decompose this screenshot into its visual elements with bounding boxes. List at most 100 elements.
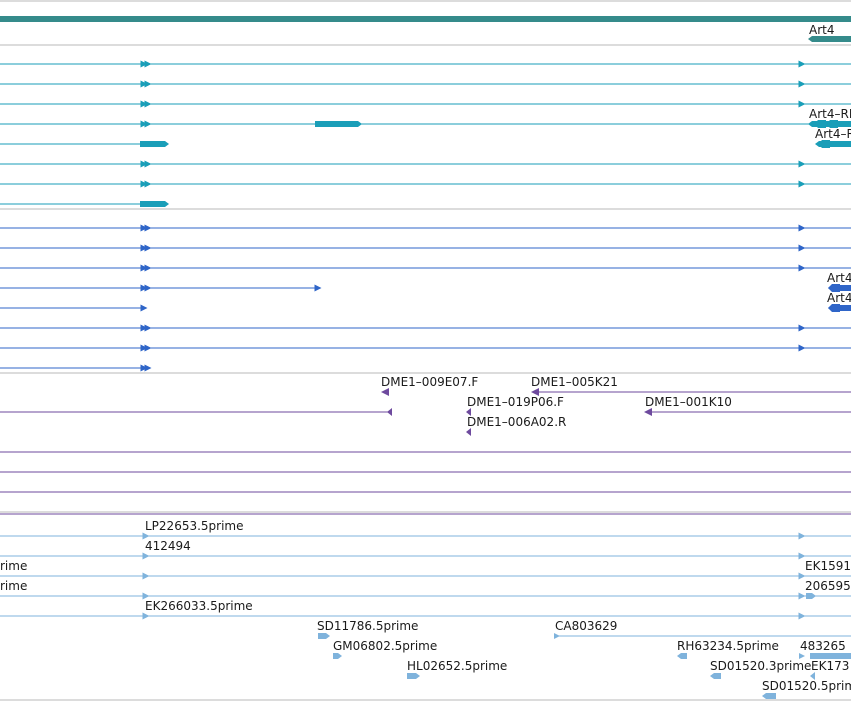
est-label-sd01520-3[interactable]: SD01520.3prime bbox=[710, 659, 812, 673]
exon-block[interactable] bbox=[828, 284, 840, 292]
gene-model-bar[interactable] bbox=[0, 16, 851, 22]
exon-arrow bbox=[144, 60, 152, 68]
exon-arrow bbox=[144, 364, 152, 372]
exon-block[interactable] bbox=[140, 141, 169, 147]
exon-block[interactable] bbox=[828, 304, 840, 312]
clone-label-dme1-009e07[interactable]: DME1–009E07.F bbox=[381, 375, 479, 389]
exon-arrow bbox=[140, 344, 148, 352]
exon-arrow bbox=[144, 264, 152, 272]
exon-arrow bbox=[798, 224, 806, 232]
est-arrow bbox=[798, 592, 806, 600]
est-arrow bbox=[142, 552, 150, 560]
clone-label-dme1-019p06[interactable]: DME1–019P06.F bbox=[467, 395, 564, 409]
transcript-label-art4-ri[interactable]: Art4–RI bbox=[809, 107, 851, 121]
est-arrow bbox=[142, 532, 150, 540]
est-label-ek266033[interactable]: EK266033.5prime bbox=[145, 599, 253, 613]
exon-arrow bbox=[140, 60, 148, 68]
est-block[interactable] bbox=[677, 653, 687, 659]
est-label-sd01520-5[interactable]: SD01520.5prime bbox=[762, 679, 851, 693]
exon-arrow bbox=[140, 244, 148, 252]
exon-arrow bbox=[140, 100, 148, 108]
clone-label-dme1-001k10[interactable]: DME1–001K10 bbox=[645, 395, 732, 409]
exon-arrow bbox=[798, 344, 806, 352]
exon-arrow bbox=[144, 224, 152, 232]
exon-arrow bbox=[140, 264, 148, 272]
exon-block[interactable] bbox=[814, 120, 826, 128]
est-block[interactable] bbox=[762, 693, 776, 699]
exon-arrow bbox=[144, 284, 152, 292]
est-block[interactable] bbox=[806, 593, 816, 599]
est-block[interactable] bbox=[333, 653, 342, 659]
est-label-ek173[interactable]: EK173 bbox=[811, 659, 850, 673]
clone-end-marker[interactable] bbox=[466, 428, 471, 436]
clone-end-marker[interactable] bbox=[381, 388, 389, 396]
exon-arrow bbox=[144, 180, 152, 188]
est-label-prime-2[interactable]: rime bbox=[0, 579, 28, 593]
est-arrow bbox=[554, 633, 560, 639]
est-label-prime-1[interactable]: rime bbox=[0, 559, 28, 573]
exon-arrow bbox=[140, 364, 148, 372]
est-block[interactable] bbox=[710, 673, 721, 679]
est-label-483265[interactable]: 483265 bbox=[800, 639, 846, 653]
exon-block[interactable] bbox=[140, 201, 169, 207]
gene-label-art4[interactable]: Art4 bbox=[809, 23, 835, 37]
exon-arrow bbox=[798, 160, 806, 168]
clone-end-marker[interactable] bbox=[466, 408, 471, 416]
est-block[interactable] bbox=[810, 653, 851, 659]
est-arrow bbox=[798, 572, 806, 580]
clone-end-marker[interactable] bbox=[387, 408, 392, 416]
est-label-ca803629[interactable]: CA803629 bbox=[555, 619, 618, 633]
est-label-lp22653[interactable]: LP22653.5prime bbox=[145, 519, 244, 533]
exon-arrow bbox=[144, 120, 152, 128]
est-label-206595[interactable]: 206595 bbox=[805, 579, 851, 593]
exon-block[interactable] bbox=[818, 140, 830, 148]
clone-label-dme1-005k21[interactable]: DME1–005K21 bbox=[531, 375, 618, 389]
clone-label-dme1-006a02[interactable]: DME1–006A02.R bbox=[467, 415, 567, 429]
exon-arrow bbox=[144, 344, 152, 352]
transcript-label-art4-b2[interactable]: Art4 bbox=[827, 291, 851, 305]
est-label-ek1591[interactable]: EK1591 bbox=[805, 559, 851, 573]
est-arrow bbox=[142, 612, 150, 620]
exon-arrow bbox=[140, 120, 148, 128]
est-label-412494[interactable]: 412494 bbox=[145, 539, 191, 553]
transcript-label-art4-b1[interactable]: Art4 bbox=[827, 271, 851, 285]
exon-arrow bbox=[798, 80, 806, 88]
exon-arrow bbox=[140, 304, 148, 312]
exon-arrow bbox=[144, 80, 152, 88]
exon-arrow bbox=[140, 284, 148, 292]
exon-arrow bbox=[798, 244, 806, 252]
exon-arrow bbox=[144, 160, 152, 168]
est-arrow bbox=[142, 572, 150, 580]
exon-block[interactable] bbox=[315, 121, 362, 127]
est-label-rh63234[interactable]: RH63234.5prime bbox=[677, 639, 779, 653]
exon-block[interactable] bbox=[826, 120, 838, 128]
exon-arrow bbox=[798, 180, 806, 188]
clone-end-marker bbox=[644, 408, 652, 416]
exon-arrow bbox=[144, 324, 152, 332]
est-arrow bbox=[142, 592, 150, 600]
exon-arrow bbox=[140, 324, 148, 332]
exon-arrow bbox=[140, 160, 148, 168]
transcript-label-art4-r[interactable]: Art4–R bbox=[815, 127, 851, 141]
exon-arrow bbox=[140, 224, 148, 232]
est-marker[interactable] bbox=[810, 672, 815, 680]
clone-end-marker bbox=[531, 388, 539, 396]
est-label-hl02652[interactable]: HL02652.5prime bbox=[407, 659, 508, 673]
est-arrow bbox=[798, 612, 806, 620]
est-block[interactable] bbox=[318, 633, 330, 639]
est-arrow bbox=[799, 653, 805, 659]
exon-arrow bbox=[144, 244, 152, 252]
exon-arrow bbox=[798, 60, 806, 68]
est-label-sd11786[interactable]: SD11786.5prime bbox=[317, 619, 419, 633]
est-block[interactable] bbox=[407, 673, 420, 679]
est-arrow bbox=[798, 532, 806, 540]
est-label-gm06802[interactable]: GM06802.5prime bbox=[333, 639, 438, 653]
art4-gene-block[interactable] bbox=[808, 36, 851, 42]
exon-arrow bbox=[140, 180, 148, 188]
exon-arrow bbox=[144, 100, 152, 108]
exon-arrow bbox=[798, 264, 806, 272]
exon-arrow bbox=[798, 324, 806, 332]
est-arrow bbox=[798, 552, 806, 560]
